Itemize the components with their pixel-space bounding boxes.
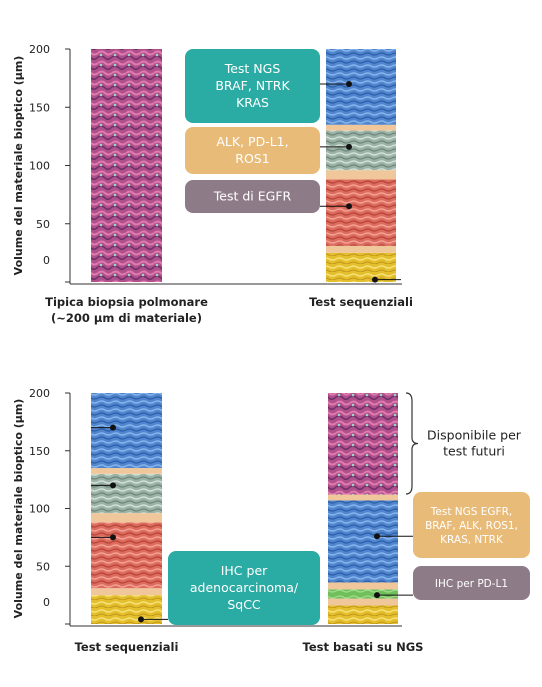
- bar-segment-red: [326, 179, 396, 246]
- x-category-label-line: Test sequenziali: [309, 295, 413, 309]
- bar-segment-blue: [328, 500, 398, 583]
- marker-dot: [110, 482, 116, 489]
- callout-dot: [374, 592, 380, 599]
- callout-label-line: BRAF, ALK, ROS1,: [425, 520, 518, 532]
- callout-label-line: adenocarcinoma/: [190, 580, 299, 595]
- bar-segment-tumor-tissue: [91, 49, 162, 282]
- callout-box: [168, 551, 320, 625]
- callout-label: ALK, PD-L1, ROS1: [216, 134, 288, 166]
- bar-segment-tumor-tissue: [328, 393, 398, 495]
- y-tick-label: 100: [29, 503, 50, 516]
- callout-dot: [346, 203, 352, 210]
- y-tick-label: 0: [43, 596, 50, 609]
- marker-dot: [110, 534, 116, 541]
- callout-box: [413, 492, 530, 558]
- callout-label-line: KRAS, NTRK: [440, 534, 504, 546]
- bracket-label-line: test futuri: [443, 444, 505, 459]
- callout-label-line: ALK, PD-L1,: [216, 134, 288, 149]
- callout-label: Test di EGFR: [213, 189, 292, 204]
- bar-segment-yellow: [328, 605, 398, 624]
- callout-label: Test NGS EGFR, BRAF, ALK, ROS1, KRAS, NTRK: [425, 506, 518, 546]
- chart-panel-bottom: 0 50 100 150 200 Volume del materiale bioptic…: [12, 387, 530, 654]
- callout-dot: [372, 276, 378, 283]
- y-tick-label: 150: [29, 445, 50, 458]
- y-tick-label: 150: [29, 101, 50, 114]
- y-tick-label: 200: [29, 387, 50, 400]
- bar-segment-spacer: [328, 494, 398, 501]
- bracket: [405, 392, 419, 495]
- chart-panel-top: 0 50 100 150 200 Volume del materiale bioptic…: [12, 43, 413, 325]
- bar-segment-spacer: [91, 468, 162, 474]
- x-category-label-line: Test sequenziali: [75, 640, 179, 654]
- callout-label: IHC per adenocarcinoma/SqCC: [190, 563, 299, 612]
- bar-segment-spacer: [328, 582, 398, 590]
- callout-dot: [138, 616, 144, 623]
- x-category-label-line: (~200 μm di materiale): [51, 311, 202, 325]
- bar-segment-spacer: [326, 124, 396, 131]
- y-axis-label: Volume del materiale bioptico (μm): [12, 56, 25, 276]
- callout-label-line: KRAS: [236, 95, 269, 110]
- bar-segment-gray-green: [91, 473, 162, 514]
- callout-label-line: BRAF, NTRK: [215, 78, 290, 93]
- bar-segment-blue: [326, 49, 396, 125]
- bar-segment-green: [328, 589, 398, 599]
- y-tick-label: 0: [43, 254, 50, 267]
- bar-segment-spacer: [328, 598, 398, 606]
- callout-dot: [374, 533, 380, 540]
- bar-segment-spacer: [326, 245, 396, 253]
- bar-segment-gray-green: [326, 130, 396, 171]
- callout-label-line: Test NGS EGFR,: [430, 506, 512, 518]
- callout-dot: [346, 143, 352, 150]
- callout-label: Test NGS BRAF, NTRK KRAS: [215, 61, 290, 110]
- callout-label: IHC per PD-L1: [435, 578, 508, 590]
- y-tick-label: 100: [29, 160, 50, 173]
- bracket-label-line: Disponibile per: [427, 428, 522, 443]
- bar-segment-yellow: [326, 252, 396, 282]
- callout-box: [185, 127, 320, 174]
- y-tick-label: 50: [36, 560, 50, 573]
- callout-label-line: IHC per PD-L1: [435, 578, 508, 590]
- bar-segment-spacer: [91, 513, 162, 523]
- callout-label-line: ROS1: [235, 151, 269, 166]
- x-category-label: Test sequenziali: [309, 295, 413, 309]
- x-category-label: Test sequenziali: [75, 640, 179, 654]
- x-category-label-line: Tipica biopsia polmonare: [45, 295, 208, 309]
- y-axis-label: Volume del materiale bioptico (μm): [12, 399, 25, 619]
- bar-segment-spacer: [326, 170, 396, 180]
- callout-box: [185, 180, 320, 213]
- x-category-label: Test basati su NGS: [303, 640, 424, 654]
- x-category-label-line: Test basati su NGS: [303, 640, 424, 654]
- bar-segment-red: [91, 522, 162, 589]
- x-category-label: Tipica biopsia polmonare (~200 μm di mate…: [45, 295, 208, 325]
- callout-label-line: SqCC: [227, 597, 261, 612]
- callout-label-line: Test di EGFR: [213, 189, 292, 204]
- callout-dot: [346, 80, 352, 87]
- marker-dot: [110, 424, 116, 431]
- callout-label-line: Test NGS: [224, 61, 281, 76]
- callout-box: [413, 566, 530, 600]
- y-tick-label: 200: [29, 43, 50, 56]
- bracket-label: Disponibile per test futuri: [427, 428, 522, 459]
- callout-label-line: IHC per: [221, 563, 268, 578]
- y-tick-label: 50: [36, 218, 50, 231]
- bar-segment-spacer: [91, 588, 162, 596]
- callout-box: [185, 49, 320, 123]
- bar-segment-blue: [91, 393, 162, 469]
